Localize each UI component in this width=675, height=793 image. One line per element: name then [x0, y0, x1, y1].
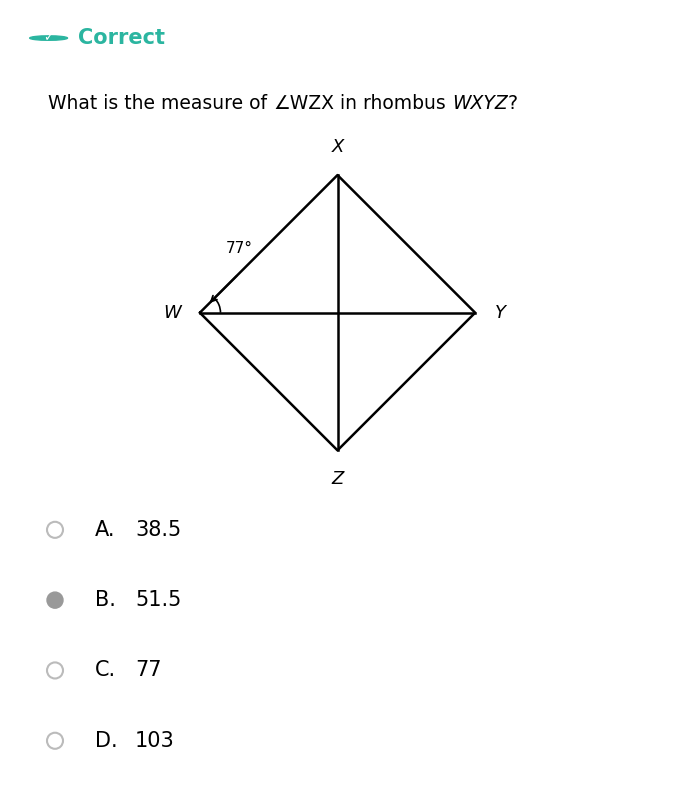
Text: WXYZ: WXYZ [452, 94, 508, 113]
Text: What is the measure of: What is the measure of [48, 94, 273, 113]
Text: Y: Y [494, 304, 506, 322]
Text: 51.5: 51.5 [135, 590, 182, 610]
Text: Z: Z [331, 469, 344, 488]
Text: 77: 77 [135, 661, 161, 680]
Text: in rhombus: in rhombus [334, 94, 452, 113]
Text: A.: A. [95, 520, 115, 540]
Text: D.: D. [95, 731, 117, 751]
Text: B.: B. [95, 590, 116, 610]
Text: X: X [331, 138, 344, 155]
Text: 38.5: 38.5 [135, 520, 182, 540]
Text: ∠WZX: ∠WZX [273, 94, 334, 113]
Text: Correct: Correct [78, 28, 165, 48]
Text: ✓: ✓ [43, 32, 54, 44]
Text: 77°: 77° [226, 241, 253, 256]
Text: W: W [163, 304, 181, 322]
Text: 103: 103 [135, 731, 175, 751]
Text: ?: ? [508, 94, 518, 113]
Circle shape [30, 36, 68, 40]
Circle shape [47, 592, 63, 608]
Text: C.: C. [95, 661, 116, 680]
